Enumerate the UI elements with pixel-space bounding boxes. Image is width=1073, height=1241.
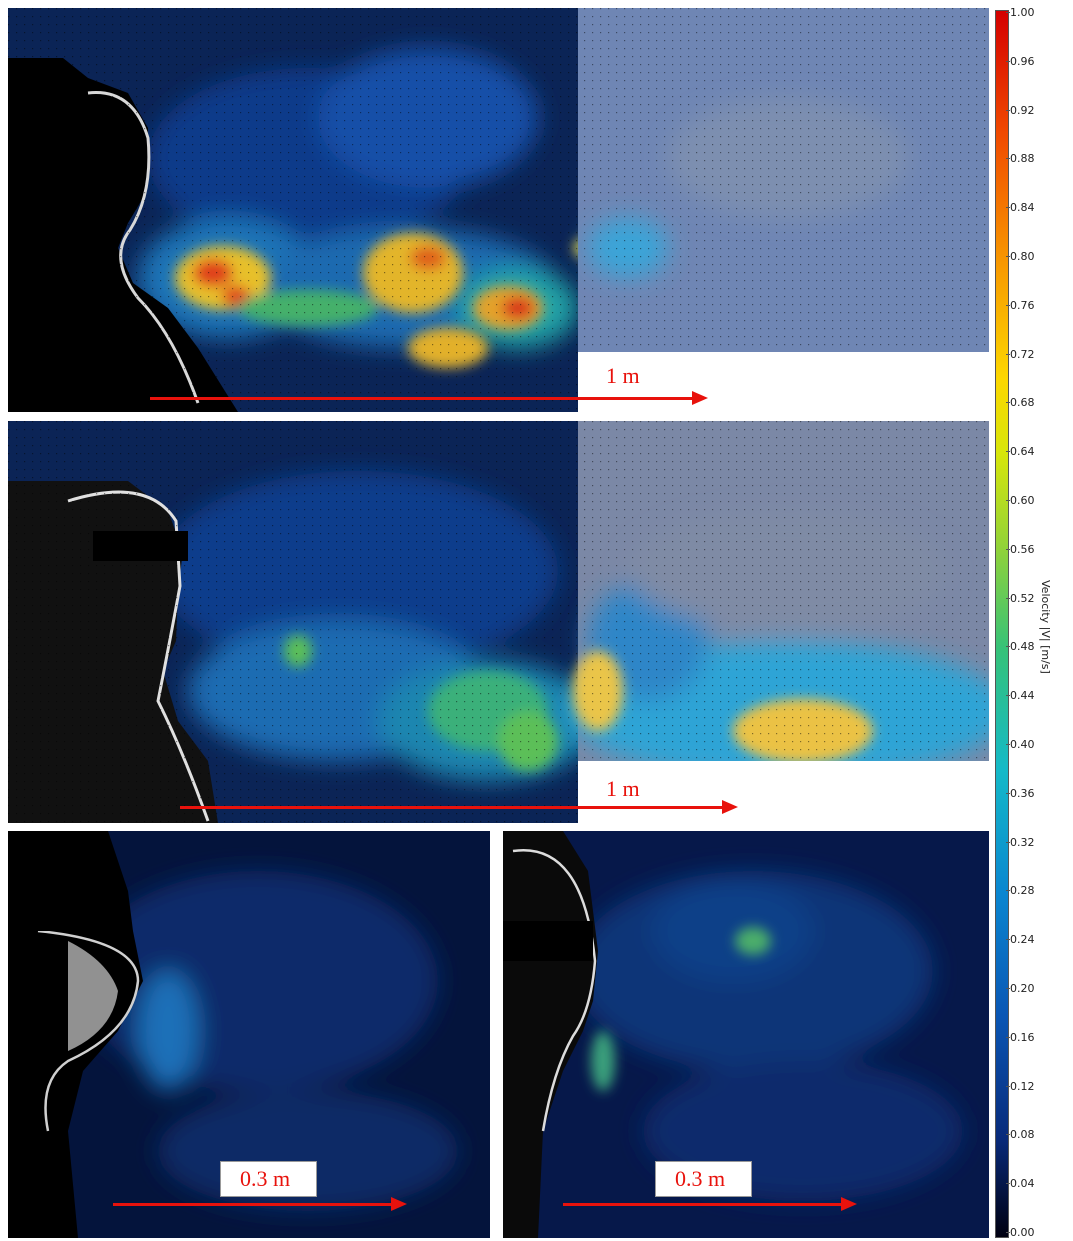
colorbar-tick-label: 0.36 [1006, 786, 1035, 800]
colorbar-tick-label: 0.04 [1006, 1177, 1035, 1191]
colorbar-tick-label: 0.92 [1006, 103, 1035, 117]
velocity-colorbar [995, 10, 1009, 1238]
scale-arrow-2 [180, 800, 738, 814]
colorbar-tick-label: 0.88 [1006, 152, 1035, 166]
colorbar-tick-label: 0.00 [1006, 1226, 1035, 1239]
colorbar-tick-label: 0.20 [1006, 982, 1035, 995]
colorbar-tick-label: 0.72 [1006, 347, 1035, 361]
colorbar-tick-label: 0.84 [1006, 201, 1035, 215]
scale-arrow-4 [563, 1197, 857, 1211]
velocity-field-panel-4: 0.3 m [503, 831, 989, 1238]
colorbar-tick-label: 0.48 [1006, 640, 1035, 654]
scale-arrow-1 [150, 391, 708, 405]
colorbar-tick-label: 0.24 [1006, 933, 1035, 947]
colorbar-tick-label: 0.56 [1006, 542, 1035, 556]
velocity-field-panel-3: 0.3 m [8, 831, 490, 1238]
colorbar-tick-label: 0.60 [1006, 494, 1035, 507]
colorbar-tick-label: 0.40 [1006, 738, 1035, 751]
colorbar-tick-label: 0.44 [1006, 689, 1035, 703]
colorbar-tick-label: 0.52 [1006, 591, 1035, 605]
scale-label-2: 1 m [606, 776, 640, 801]
colorbar-tick-label: 0.28 [1006, 884, 1035, 898]
colorbar-tick-label: 0.96 [1006, 54, 1035, 68]
scale-label-4: 0.3 m [675, 1166, 726, 1191]
colorbar-tick-label: 0.12 [1006, 1079, 1035, 1093]
colorbar-tick-label: 0.16 [1006, 1030, 1035, 1044]
scale-label-box-4 [655, 1161, 752, 1197]
velocity-field-panel-2 [8, 421, 989, 823]
velocity-field-image-1 [8, 8, 989, 412]
velocity-field-image-3 [8, 831, 490, 1238]
scale-arrow-3 [113, 1197, 407, 1211]
velocity-field-image-2 [8, 421, 989, 823]
colorbar-tick-label: 0.76 [1006, 298, 1035, 312]
colorbar-tick-label: 0.80 [1006, 250, 1035, 263]
colorbar-tick-label: 0.08 [1006, 1128, 1035, 1142]
scale-label-box-3 [220, 1161, 317, 1197]
colorbar-tick-label: 1.00 [1006, 6, 1035, 19]
colorbar-tick-label: 0.68 [1006, 396, 1035, 410]
colorbar-tick-label: 0.64 [1006, 445, 1035, 459]
scale-label-3: 0.3 m [240, 1166, 291, 1191]
colorbar-tick-label: 0.32 [1006, 835, 1035, 849]
velocity-field-image-4 [503, 831, 989, 1238]
scale-label-1: 1 m [606, 363, 640, 388]
velocity-field-panel-1 [8, 8, 989, 412]
colorbar-title: Velocity |V| [m/s] [1039, 580, 1052, 674]
